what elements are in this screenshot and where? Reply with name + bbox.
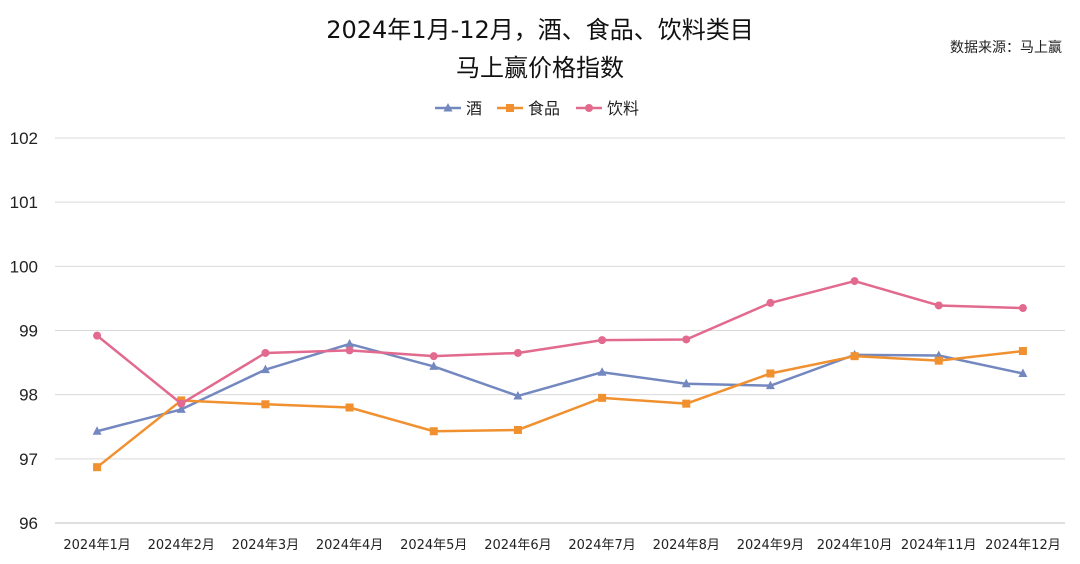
x-tick-label: 2024年7月 — [568, 538, 635, 553]
legend-label: 酒 — [466, 99, 482, 118]
series-1 — [92, 338, 1028, 435]
legend-marker — [585, 104, 593, 112]
series-3 — [93, 277, 1027, 408]
data-point — [429, 352, 438, 361]
chart-title-line1: 2024年1月-12月，酒、食品、饮料类目 — [326, 16, 754, 44]
x-tick-label: 2024年4月 — [316, 538, 383, 553]
data-point — [176, 404, 186, 413]
x-tick-label: 2024年2月 — [148, 538, 215, 553]
data-point — [93, 331, 102, 340]
y-tick-label: 101 — [10, 193, 38, 212]
legend-label: 食品 — [528, 99, 560, 118]
legend-item-3: 饮料 — [576, 99, 639, 118]
data-point — [598, 393, 607, 402]
y-tick-label: 98 — [19, 386, 38, 405]
data-point — [261, 400, 270, 409]
data-point — [261, 348, 270, 357]
y-tick-label: 99 — [19, 322, 38, 341]
data-point — [766, 369, 775, 378]
data-point — [345, 403, 354, 412]
x-tick-label: 2024年10月 — [817, 538, 893, 553]
data-point — [429, 361, 439, 370]
legend-item-1: 酒 — [435, 99, 482, 118]
series-line — [96, 349, 1024, 469]
data-point — [177, 399, 186, 408]
data-point — [345, 346, 354, 355]
x-tick-label: 2024年9月 — [737, 538, 804, 553]
y-axis: 96 97 98 99 100 101 102 — [10, 129, 38, 533]
x-tick-label: 2024年12月 — [985, 538, 1061, 553]
series-line — [96, 279, 1023, 405]
x-tick-label: 2024年3月 — [232, 538, 299, 553]
series-line — [96, 342, 1024, 433]
data-point — [850, 277, 859, 286]
series-lines — [92, 277, 1028, 472]
y-tick-label: 100 — [10, 257, 38, 276]
data-point — [1018, 368, 1028, 377]
x-tick-label: 2024年8月 — [653, 538, 720, 553]
data-point — [765, 380, 775, 390]
data-point — [513, 390, 523, 400]
data-point — [1018, 347, 1027, 356]
legend-marker — [506, 104, 514, 112]
legend-marker — [443, 103, 453, 112]
chart-title-line2: 马上赢价格指数 — [456, 54, 624, 82]
gridlines — [55, 137, 1065, 524]
data-point — [681, 378, 691, 388]
x-tick-label: 2024年5月 — [400, 538, 467, 553]
data-point — [682, 399, 691, 408]
x-tick-label: 2024年11月 — [901, 538, 977, 553]
data-point — [934, 356, 943, 365]
data-point — [598, 336, 607, 345]
data-point — [92, 426, 102, 435]
y-tick-label: 97 — [19, 450, 38, 469]
data-point — [429, 427, 438, 436]
data-point — [93, 463, 102, 472]
data-point — [850, 352, 859, 361]
data-point — [597, 367, 607, 376]
data-point — [934, 301, 943, 310]
legend: 酒 食品 饮料 — [435, 99, 639, 118]
data-point — [513, 425, 522, 434]
data-source-note: 数据来源：马上赢 — [950, 39, 1062, 56]
legend-label: 饮料 — [607, 99, 639, 118]
data-point — [513, 348, 522, 357]
y-tick-label: 102 — [10, 129, 38, 148]
x-tick-label: 2024年1月 — [63, 538, 130, 553]
x-tick-label: 2024年6月 — [484, 538, 551, 553]
data-point — [766, 298, 775, 307]
data-point — [345, 338, 355, 348]
data-point — [682, 335, 691, 344]
legend-item-2: 食品 — [497, 99, 560, 118]
x-axis: 2024年1月 2024年2月 2024年3月 2024年4月 2024年5月 2024年… — [63, 538, 1060, 553]
data-point — [1018, 304, 1027, 313]
y-tick-label: 96 — [19, 514, 38, 533]
series-2 — [93, 347, 1027, 472]
data-point — [260, 364, 270, 374]
